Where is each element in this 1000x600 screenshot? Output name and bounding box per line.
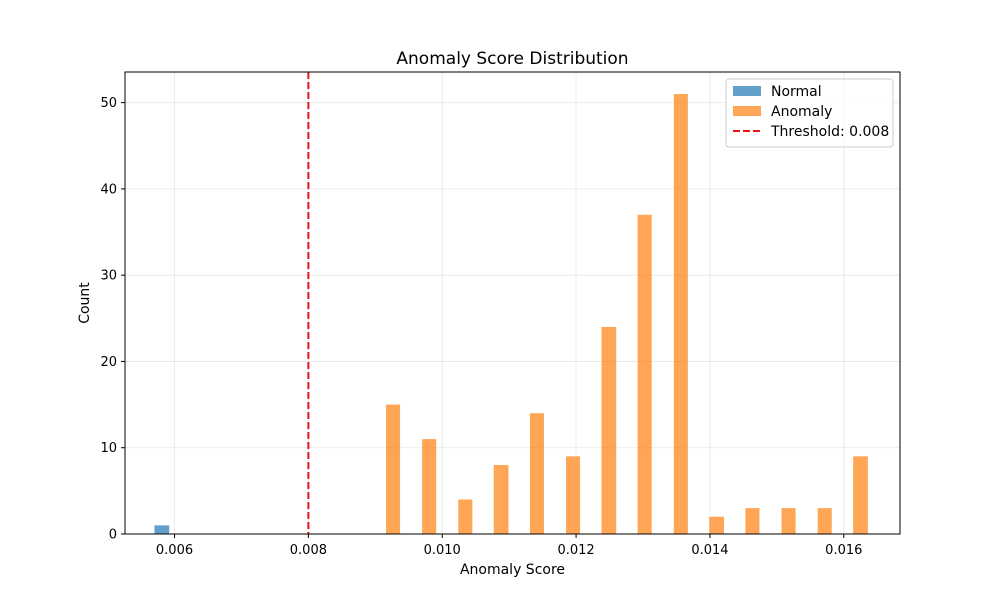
anomaly-bar <box>386 404 401 534</box>
anomaly-bar <box>422 439 437 534</box>
x-tick-label: 0.008 <box>290 543 327 558</box>
anomaly-bar <box>853 456 868 534</box>
legend: Normal Anomaly Threshold: 0.008 <box>725 78 894 148</box>
x-tick-label: 0.006 <box>156 543 193 558</box>
anomaly-bar <box>781 508 796 534</box>
anomaly-bar <box>709 516 724 534</box>
legend-swatch-normal <box>733 86 761 96</box>
y-tick-label: 30 <box>100 269 117 284</box>
anomaly-bar <box>637 214 652 535</box>
y-tick-label: 40 <box>100 182 117 197</box>
normal-bar <box>154 525 170 534</box>
anomaly-bar <box>566 456 581 534</box>
legend-label-threshold: Threshold: 0.008 <box>770 124 889 140</box>
y-axis-ticks: 0 10 20 30 40 50 <box>100 96 125 543</box>
y-tick-label: 50 <box>100 96 117 111</box>
anomaly-bar <box>745 508 760 534</box>
legend-swatch-anomaly <box>733 106 761 116</box>
y-tick-label: 20 <box>100 355 117 370</box>
anomaly-bar <box>493 464 509 534</box>
anomaly-bar <box>601 326 617 534</box>
anomaly-bar <box>529 413 544 534</box>
x-tick-label: 0.012 <box>557 543 594 558</box>
legend-label-anomaly: Anomaly <box>771 104 832 120</box>
legend-label-normal: Normal <box>771 84 822 100</box>
x-axis-title: Anomaly Score <box>460 562 565 578</box>
anomaly-bar <box>458 499 473 534</box>
y-axis-title: Count <box>77 282 93 324</box>
x-tick-label: 0.014 <box>691 543 728 558</box>
y-tick-label: 10 <box>100 441 117 456</box>
plot-frame <box>124 71 901 535</box>
histogram-bars <box>154 94 868 535</box>
legend-box <box>725 78 894 148</box>
x-tick-label: 0.016 <box>825 543 862 558</box>
anomaly-bar <box>817 508 832 534</box>
anomaly-bar <box>673 94 688 534</box>
chart-title: Anomaly Score Distribution <box>396 49 628 69</box>
x-axis-ticks: 0.006 0.008 0.010 0.012 0.014 0.016 <box>156 534 862 558</box>
y-tick-label: 0 <box>109 528 117 543</box>
x-tick-label: 0.010 <box>424 543 461 558</box>
